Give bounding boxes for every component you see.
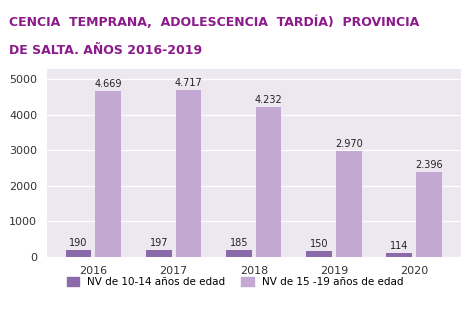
Bar: [336, 151, 361, 257]
Text: CENCIA  TEMPRANA,  ADOLESCENCIA  TARDÍA)  PROVINCIA: CENCIA TEMPRANA, ADOLESCENCIA TARDÍA) PR…: [9, 16, 420, 29]
Text: 150: 150: [310, 239, 329, 249]
Bar: [66, 250, 92, 257]
Legend: NV de 10-14 años de edad, NV de 15 -19 años de edad: NV de 10-14 años de edad, NV de 15 -19 a…: [63, 272, 407, 291]
Text: 4.232: 4.232: [255, 95, 282, 105]
Text: 4.669: 4.669: [94, 79, 122, 89]
Bar: [306, 251, 332, 257]
Text: 185: 185: [230, 238, 248, 248]
Bar: [256, 107, 282, 257]
Bar: [176, 90, 201, 257]
Text: 197: 197: [149, 238, 168, 248]
Text: 2.396: 2.396: [415, 160, 443, 170]
Text: 2.970: 2.970: [335, 140, 363, 150]
Bar: [95, 91, 121, 257]
Text: DE SALTA. AÑOS 2016-2019: DE SALTA. AÑOS 2016-2019: [9, 44, 203, 57]
Text: 114: 114: [390, 241, 408, 251]
Text: 190: 190: [70, 238, 88, 248]
Bar: [226, 250, 252, 257]
Bar: [146, 250, 172, 257]
Bar: [416, 172, 442, 257]
Bar: [386, 253, 412, 257]
Text: 4.717: 4.717: [174, 78, 203, 88]
